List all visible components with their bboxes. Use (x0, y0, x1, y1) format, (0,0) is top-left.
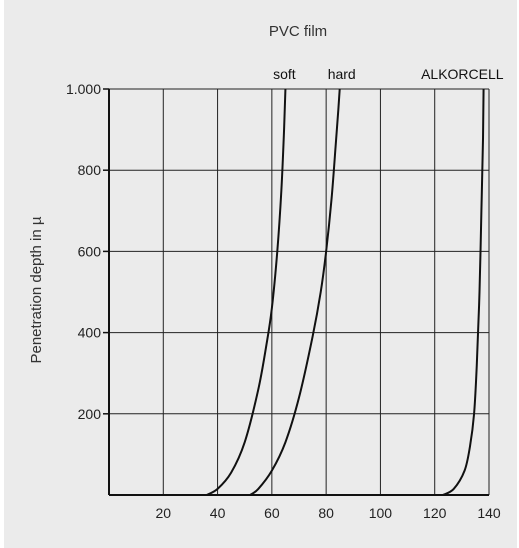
chart-panel: PVC film Penetration depth in µ 20 40 60 80… (4, 0, 517, 548)
series-curves (206, 88, 485, 496)
y-axis-label: Penetration depth in µ (28, 216, 45, 363)
x-tick-label: 140 (477, 505, 501, 521)
curve-labels: soft hard ALKORCELL (273, 66, 504, 82)
axes (103, 88, 489, 496)
chart-title: PVC film (269, 23, 327, 40)
x-tick-label: 60 (264, 505, 280, 521)
x-tick-label: 40 (210, 505, 226, 521)
grid-lines (109, 88, 490, 495)
curve-label-hard: hard (328, 66, 356, 82)
x-tick-label: 20 (155, 505, 171, 521)
series-curve-alkorcell (442, 88, 485, 496)
curve-label-alkorcell: ALKORCELL (421, 66, 504, 82)
x-tick-label: 80 (318, 505, 334, 521)
y-tick-label: 600 (78, 243, 102, 259)
y-tick-labels: 200 400 600 800 1.000 (66, 81, 101, 422)
x-tick-labels: 20 40 60 80 100 120 140 (155, 505, 500, 521)
series-curve-hard (249, 88, 341, 496)
x-tick-label: 120 (423, 505, 447, 521)
line-chart: PVC film Penetration depth in µ 20 40 60 80… (28, 23, 504, 521)
y-tick-label: 800 (78, 162, 102, 178)
y-tick-label: 400 (78, 325, 102, 341)
y-tick-label: 1.000 (66, 81, 101, 97)
x-tick-label: 100 (369, 505, 393, 521)
curve-label-soft: soft (273, 66, 296, 82)
series-curve-soft (206, 88, 287, 496)
y-tick-label: 200 (78, 406, 102, 422)
